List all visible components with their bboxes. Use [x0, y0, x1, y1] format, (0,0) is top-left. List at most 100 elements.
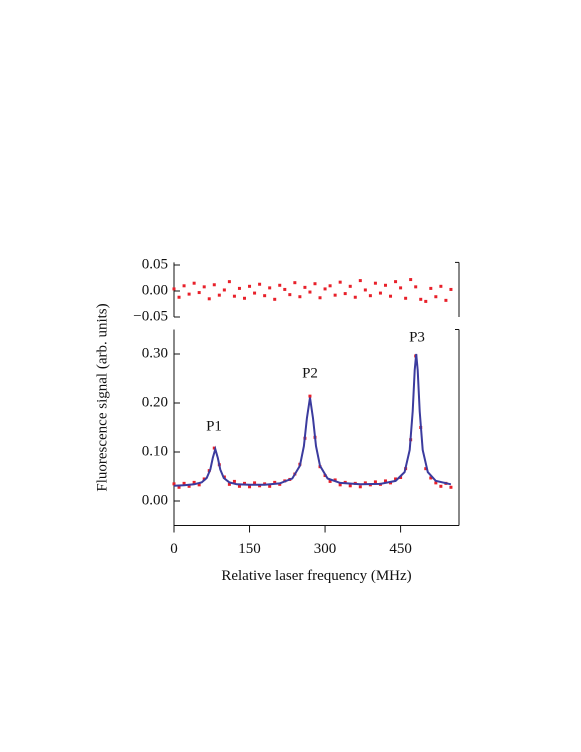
data-point [248, 485, 252, 489]
data-point [258, 484, 262, 488]
data-point [202, 285, 206, 289]
data-point [298, 295, 302, 299]
y-tick-label: 0.05 [142, 256, 168, 272]
y-tick-label: −0.05 [133, 308, 168, 324]
data-point [353, 295, 357, 299]
data-point [237, 484, 241, 488]
data-point [424, 467, 428, 471]
data-point [399, 286, 403, 290]
data-point [172, 287, 176, 291]
data-point [373, 480, 377, 484]
data-point [172, 482, 176, 486]
data-point [429, 476, 433, 480]
data-point [348, 484, 352, 488]
data-point [383, 479, 387, 483]
y-tick-label: 0.00 [142, 492, 168, 508]
data-point [363, 288, 367, 292]
data-point [338, 280, 342, 284]
data-point [373, 281, 377, 285]
data-point [303, 285, 307, 289]
x-tick-label: 300 [314, 541, 337, 557]
data-point [182, 284, 186, 288]
peak-label: P2 [302, 365, 318, 381]
data-point [227, 482, 231, 486]
data-point [333, 293, 337, 297]
data-point [273, 297, 277, 301]
peak-label: P1 [206, 418, 222, 434]
y-axis-label: Fluorescence signal (arb. units) [94, 303, 110, 491]
data-point [434, 295, 438, 299]
data-point [439, 484, 443, 488]
data-point [409, 278, 413, 282]
data-point [197, 483, 201, 487]
data-point [363, 481, 367, 485]
data-point [253, 291, 257, 295]
data-point [368, 294, 372, 298]
data-point [212, 283, 216, 287]
data-point [197, 291, 201, 295]
data-point [449, 485, 453, 489]
data-point [293, 281, 297, 285]
data-point [399, 475, 403, 479]
data-point [237, 286, 241, 290]
data-point [404, 296, 408, 300]
data-point [258, 282, 262, 286]
data-point [358, 485, 362, 489]
data-point [283, 287, 287, 291]
data-point [192, 281, 196, 285]
data-point [278, 283, 282, 287]
data-point [227, 280, 231, 284]
data-point [449, 287, 453, 291]
data-point [419, 297, 423, 301]
data-point [394, 280, 398, 284]
x-tick-label: 150 [238, 541, 261, 557]
data-point [207, 297, 211, 301]
data-point [313, 282, 317, 286]
data-point [288, 293, 292, 297]
x-tick-label: 0 [170, 541, 178, 557]
data-point [328, 479, 332, 483]
data-point [217, 293, 221, 297]
data-point [333, 478, 337, 482]
data-point [268, 286, 272, 290]
data-point [187, 484, 191, 488]
y-tick-label: 0.10 [142, 443, 168, 459]
x-tick-label: 450 [389, 541, 412, 557]
data-point [242, 296, 246, 300]
y-tick-label: 0.00 [142, 282, 168, 298]
data-point [222, 288, 226, 292]
data-point [192, 480, 196, 484]
data-point [308, 394, 312, 398]
data-point [232, 479, 236, 483]
data-point [328, 284, 332, 288]
data-point [212, 446, 216, 450]
data-point [414, 285, 418, 289]
data-point [348, 284, 352, 288]
data-point [323, 287, 327, 291]
data-point [389, 294, 393, 298]
peak-label: P3 [409, 329, 425, 345]
data-point [394, 477, 398, 481]
data-point [253, 481, 257, 485]
data-point [177, 295, 181, 299]
data-point [273, 480, 277, 484]
data-point [343, 292, 347, 296]
x-axis-label: Relative laser frequency (MHz) [221, 568, 411, 584]
data-point [429, 286, 433, 290]
data-point [308, 290, 312, 294]
data-point [263, 294, 267, 298]
data-point [318, 296, 322, 300]
fit-line [173, 353, 452, 487]
data-point [378, 291, 382, 295]
y-tick-label: 0.30 [142, 345, 168, 361]
data-point [434, 481, 438, 485]
data-point [177, 485, 181, 489]
data-point [439, 284, 443, 288]
data-point [248, 284, 252, 288]
data-point [268, 484, 272, 488]
data-point [242, 481, 246, 485]
data-point [187, 292, 191, 296]
data-point [444, 298, 448, 302]
y-tick-label: 0.20 [142, 394, 168, 410]
